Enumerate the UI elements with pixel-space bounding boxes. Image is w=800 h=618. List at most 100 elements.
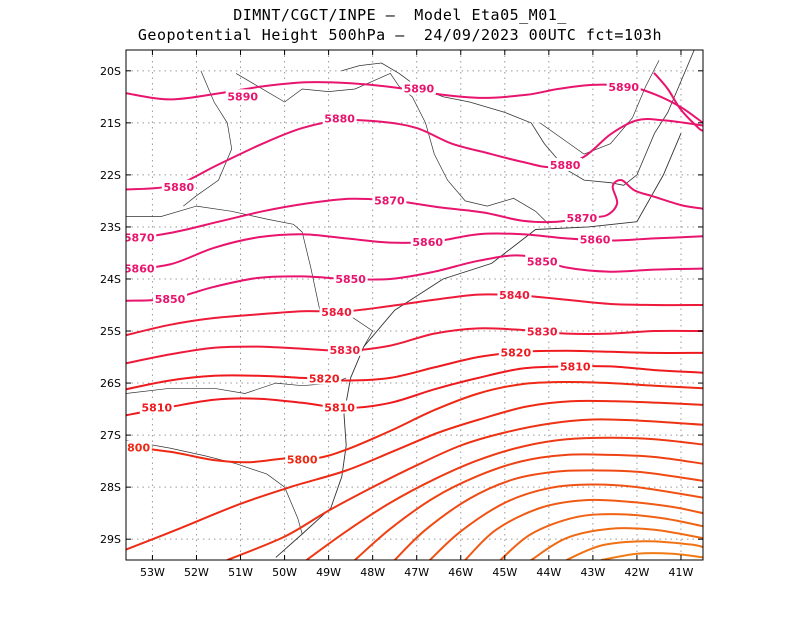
contour-line-5880 bbox=[126, 118, 703, 191]
contour-line-5740 bbox=[428, 483, 703, 560]
y-tick-label: 25S bbox=[100, 325, 121, 338]
contour-label-background bbox=[285, 452, 320, 466]
state-border-line bbox=[126, 439, 303, 535]
x-tick-label: 46W bbox=[448, 566, 473, 579]
contour-label-5860: 5860 bbox=[580, 233, 611, 246]
y-tick-label: 24S bbox=[100, 273, 121, 286]
y-tick-label: 29S bbox=[100, 533, 121, 546]
contour-label-5890: 5890 bbox=[227, 90, 258, 103]
y-tick-label: 21S bbox=[100, 117, 121, 130]
y-tick-label: 26S bbox=[100, 377, 121, 390]
contour-label-background bbox=[322, 111, 357, 125]
x-tick-label: 53W bbox=[140, 566, 165, 579]
gridlines bbox=[126, 50, 703, 560]
contour-label-background bbox=[410, 235, 445, 249]
contour-label-5800: 5800 bbox=[287, 454, 318, 467]
x-tick-label: 50W bbox=[272, 566, 297, 579]
contour-line-5850 bbox=[126, 254, 703, 302]
contour-label-5870: 5870 bbox=[374, 194, 405, 207]
contour-labels: 5890 5890 5890 5880 5880 5880 5870 5870 5870 5860… bbox=[119, 79, 641, 467]
contour-label-background bbox=[161, 179, 196, 193]
contour-label-5850: 5850 bbox=[527, 255, 558, 268]
y-tick-label: 22S bbox=[100, 169, 121, 182]
contour-label-5850: 5850 bbox=[155, 293, 186, 306]
contour-label-5840: 5840 bbox=[321, 306, 352, 319]
contour-label-background bbox=[606, 79, 641, 93]
contour-label-5830: 5830 bbox=[527, 326, 558, 339]
contour-label-background bbox=[307, 371, 342, 385]
y-tick-label: 28S bbox=[100, 481, 121, 494]
contour-label-background bbox=[126, 440, 152, 454]
x-tick-label: 51W bbox=[228, 566, 253, 579]
x-tick-label: 47W bbox=[404, 566, 429, 579]
contour-label-background bbox=[322, 400, 357, 414]
contour-line-5720 bbox=[499, 513, 703, 560]
contour-label-5870: 5870 bbox=[124, 231, 155, 244]
contour-line-5800 bbox=[126, 380, 703, 464]
contour-label-background bbox=[498, 345, 533, 359]
contour-label-5860: 5860 bbox=[412, 236, 443, 249]
contour-line-5690 bbox=[600, 552, 703, 560]
contour-line-5750 bbox=[393, 469, 703, 560]
contour-label-background bbox=[139, 400, 174, 414]
y-tick-label: 23S bbox=[100, 221, 121, 234]
state-border-line bbox=[341, 50, 695, 186]
x-tick-label: 49W bbox=[316, 566, 341, 579]
map-title-line-1: DIMNT/CGCT/INPE – Model Eta05_M01_ bbox=[233, 6, 567, 24]
plot-frame bbox=[125, 49, 704, 561]
axes: 53W 52W 51W 50W 49W 48W 47W 46W 45W 44W 43W 42W 41W 2… bbox=[100, 49, 704, 579]
contour-label-background bbox=[525, 254, 560, 268]
x-tick-label: 41W bbox=[669, 566, 694, 579]
x-tick-label: 52W bbox=[184, 566, 209, 579]
contour-line-5780 bbox=[226, 418, 703, 560]
contour-label-5870: 5870 bbox=[567, 212, 598, 225]
contour-label-5800: 5800 bbox=[119, 442, 150, 455]
contour-line-5700 bbox=[565, 540, 703, 560]
state-border-line bbox=[183, 70, 233, 207]
y-tick-label: 20S bbox=[100, 65, 121, 78]
contour-label-5860: 5860 bbox=[124, 263, 155, 276]
contour-label-background bbox=[327, 342, 362, 356]
contour-line-5730 bbox=[464, 498, 703, 560]
contour-label-5880: 5880 bbox=[324, 113, 355, 126]
contour-label-5880: 5880 bbox=[164, 181, 195, 194]
contour-lines bbox=[126, 72, 703, 560]
contour-line-5790 bbox=[126, 399, 703, 551]
contour-label-background bbox=[126, 230, 157, 244]
contour-line-5870 bbox=[126, 179, 703, 241]
contour-label-background bbox=[153, 291, 188, 305]
contour-line-5840 bbox=[126, 293, 703, 337]
contour-label-background bbox=[225, 89, 260, 103]
map-title-line-2: Geopotential Height 500hPa – 24/09/2023 … bbox=[137, 26, 663, 44]
contour-label-5830: 5830 bbox=[330, 344, 361, 357]
x-tick-label: 48W bbox=[360, 566, 385, 579]
contour-label-background bbox=[126, 261, 157, 275]
contour-label-background bbox=[578, 232, 613, 246]
x-tick-label: 44W bbox=[536, 566, 561, 579]
contour-label-background bbox=[525, 324, 560, 338]
contour-label-5810: 5810 bbox=[560, 360, 591, 373]
contour-line-5760 bbox=[354, 453, 703, 560]
contour-line-5820 bbox=[126, 349, 703, 391]
contour-label-5890: 5890 bbox=[404, 83, 435, 96]
coastline bbox=[275, 133, 682, 558]
contour-label-5880: 5880 bbox=[550, 159, 581, 172]
contour-label-5820: 5820 bbox=[500, 346, 531, 359]
contour-label-background bbox=[548, 158, 583, 172]
contour-line-5880 bbox=[653, 72, 703, 132]
contour-label-background bbox=[564, 211, 599, 225]
contour-label-5820: 5820 bbox=[309, 372, 340, 385]
contour-label-background bbox=[372, 193, 407, 207]
state-border-line bbox=[539, 60, 660, 155]
x-tick-label: 43W bbox=[580, 566, 605, 579]
contour-label-background bbox=[497, 288, 532, 302]
contour-label-background bbox=[401, 81, 436, 95]
contour-label-5890: 5890 bbox=[608, 81, 639, 94]
contour-label-background bbox=[319, 304, 354, 318]
x-tick-label: 42W bbox=[624, 566, 649, 579]
contour-line-5830 bbox=[126, 327, 703, 365]
contour-label-background bbox=[333, 271, 368, 285]
contour-line-5710 bbox=[530, 527, 703, 560]
contour-line-5810 bbox=[126, 365, 703, 417]
